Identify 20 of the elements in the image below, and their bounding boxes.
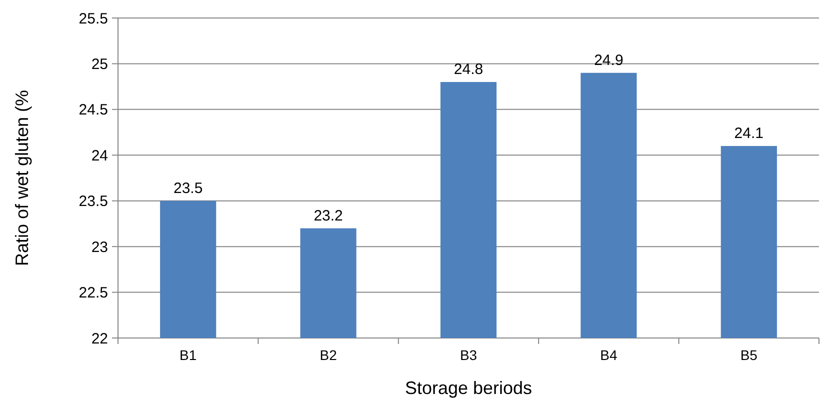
y-tick-label: 25.5	[78, 10, 108, 28]
y-tick-label: 23.5	[78, 193, 108, 210]
y-axis-title: Ratio of wet gluten (%	[12, 90, 32, 266]
x-tick-label: B3	[460, 347, 478, 363]
x-axis-title: Storage beriods	[404, 378, 532, 398]
x-tick-label: B4	[600, 347, 618, 363]
data-label: 23.2	[314, 207, 343, 224]
x-tick-label: B1	[180, 347, 197, 363]
y-tick-label: 25	[91, 56, 108, 73]
data-label: 23.5	[174, 180, 203, 197]
data-label: 24.9	[594, 52, 624, 69]
data-label: 24.1	[734, 125, 764, 142]
y-tick-label: 22.5	[78, 284, 108, 302]
y-tick-label: 23	[91, 238, 108, 256]
x-tick-label: B2	[320, 347, 338, 363]
data-label: 24.8	[454, 61, 484, 78]
y-tick-label: 22	[91, 330, 108, 348]
y-tick-label: 24	[91, 147, 108, 164]
x-tick-label: B5	[740, 347, 758, 363]
y-tick-label: 24.5	[78, 102, 108, 119]
